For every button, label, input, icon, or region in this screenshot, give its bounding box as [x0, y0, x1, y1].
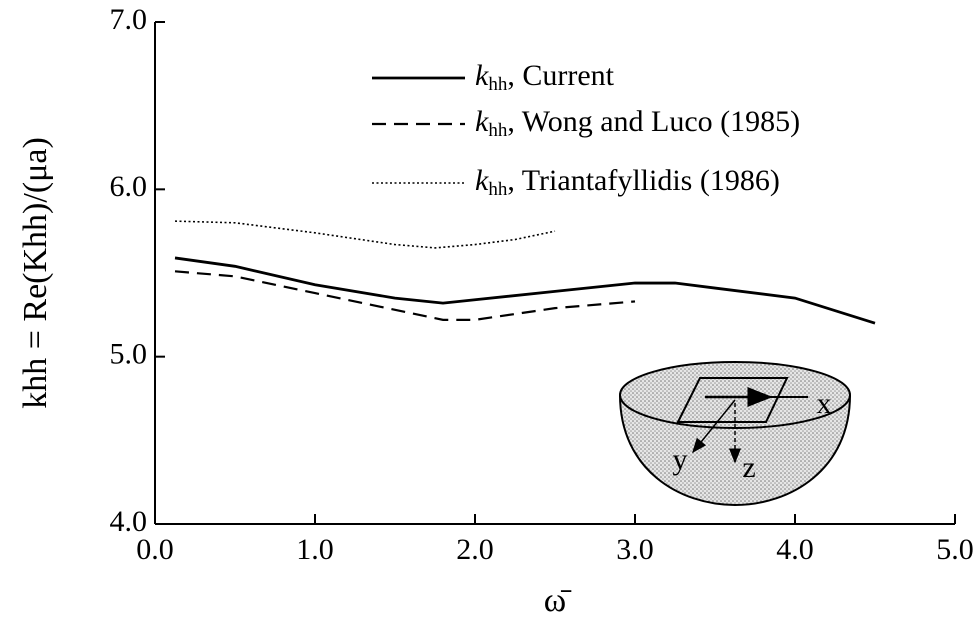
inset-label: z	[742, 451, 755, 484]
legend-label: khh, Triantafyllidis (1986)	[475, 164, 780, 200]
data-line	[174, 256, 876, 325]
data-line	[174, 270, 636, 321]
x-tick-label: 5.0	[936, 533, 974, 566]
inset-diagram: x y z	[619, 361, 851, 507]
inset-label: y	[673, 443, 688, 476]
x-tick-label: 3.0	[616, 533, 654, 566]
legend-label: khh, Wong and Luco (1985)	[475, 105, 800, 141]
x-tick-label: 0.0	[136, 533, 174, 566]
x-tick-label: 4.0	[776, 533, 814, 566]
x-tick-label: 1.0	[296, 533, 334, 566]
y-tick-label: 7.0	[110, 3, 148, 36]
legend-label: khh, Current	[475, 59, 615, 95]
x-axis-label: ω̄	[544, 582, 572, 619]
y-tick-label: 6.0	[110, 170, 148, 203]
y-axis-label: khh = Re(Khh)/(μa)	[17, 137, 54, 409]
y-tick-label: 4.0	[110, 505, 148, 538]
inset-label: x	[817, 387, 832, 420]
y-tick-label: 5.0	[110, 338, 148, 371]
x-tick-label: 2.0	[456, 533, 494, 566]
data-line	[174, 220, 556, 249]
